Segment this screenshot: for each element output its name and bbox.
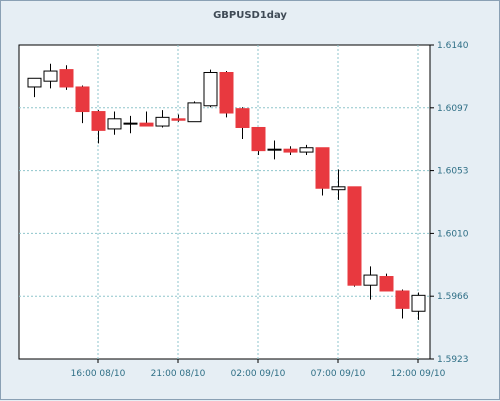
candle xyxy=(395,289,410,319)
candle-body xyxy=(171,118,186,121)
candle-body xyxy=(251,126,266,152)
candle-body xyxy=(27,77,42,88)
candle-body xyxy=(315,147,330,189)
x-tick-label: 02:00 09/10 xyxy=(231,369,286,379)
candle-body xyxy=(411,294,426,312)
candle-body xyxy=(43,70,58,82)
y-tick-label: 1.6010 xyxy=(437,229,469,239)
candle-body xyxy=(331,186,346,191)
candle-body xyxy=(299,147,314,153)
candle-layer xyxy=(27,63,426,320)
chart-title: GBPUSD1day xyxy=(213,10,287,21)
x-tick-label: 16:00 08/10 xyxy=(71,369,126,379)
candle-body xyxy=(75,86,90,113)
candle xyxy=(203,69,218,108)
candle-body xyxy=(91,111,106,131)
candle xyxy=(267,140,282,160)
candle-body xyxy=(219,71,234,114)
candle-body xyxy=(203,71,218,107)
candle-body xyxy=(187,102,202,123)
candle xyxy=(75,85,90,124)
candle xyxy=(155,110,170,128)
candle-body xyxy=(379,276,394,292)
y-tick-label: 1.6140 xyxy=(437,41,469,51)
candle xyxy=(107,111,122,135)
candle xyxy=(331,169,346,200)
axis-layer: 1.6140 1.6097 1.6053 1.6010 1.5966 1.5923 16:0… xyxy=(71,41,469,379)
candle-body xyxy=(235,108,250,128)
candle xyxy=(363,266,378,300)
candle xyxy=(171,114,186,122)
x-tick-label: 21:00 08/10 xyxy=(151,369,206,379)
candle xyxy=(187,101,202,123)
y-tick-label: 1.5923 xyxy=(437,355,469,365)
candle xyxy=(219,71,234,118)
candle xyxy=(299,144,314,155)
candle-body xyxy=(107,118,122,130)
candle-body xyxy=(363,274,378,286)
candle xyxy=(43,63,58,89)
candle xyxy=(347,186,362,287)
candle-body xyxy=(395,290,410,309)
candle xyxy=(235,107,250,140)
candle-body xyxy=(347,186,362,286)
candle xyxy=(91,110,106,144)
candle-body xyxy=(267,148,282,151)
candle xyxy=(59,65,74,90)
candle-body xyxy=(123,122,138,125)
candle-body xyxy=(283,148,298,153)
candle-body xyxy=(155,116,170,127)
candle xyxy=(251,126,266,155)
y-tick-label: 1.5966 xyxy=(437,292,469,302)
candle xyxy=(315,147,330,196)
candle-body xyxy=(139,122,154,127)
y-tick-label: 1.6097 xyxy=(437,104,469,114)
candle xyxy=(27,77,42,98)
candle xyxy=(379,273,394,292)
candle xyxy=(123,115,138,134)
candle xyxy=(283,146,298,155)
candle-body xyxy=(59,69,74,88)
x-tick-label: 07:00 09/10 xyxy=(311,369,366,379)
x-tick-label: 12:00 09/10 xyxy=(391,369,446,379)
candle xyxy=(139,111,154,127)
y-tick-label: 1.6053 xyxy=(437,167,469,177)
candle xyxy=(411,292,426,320)
